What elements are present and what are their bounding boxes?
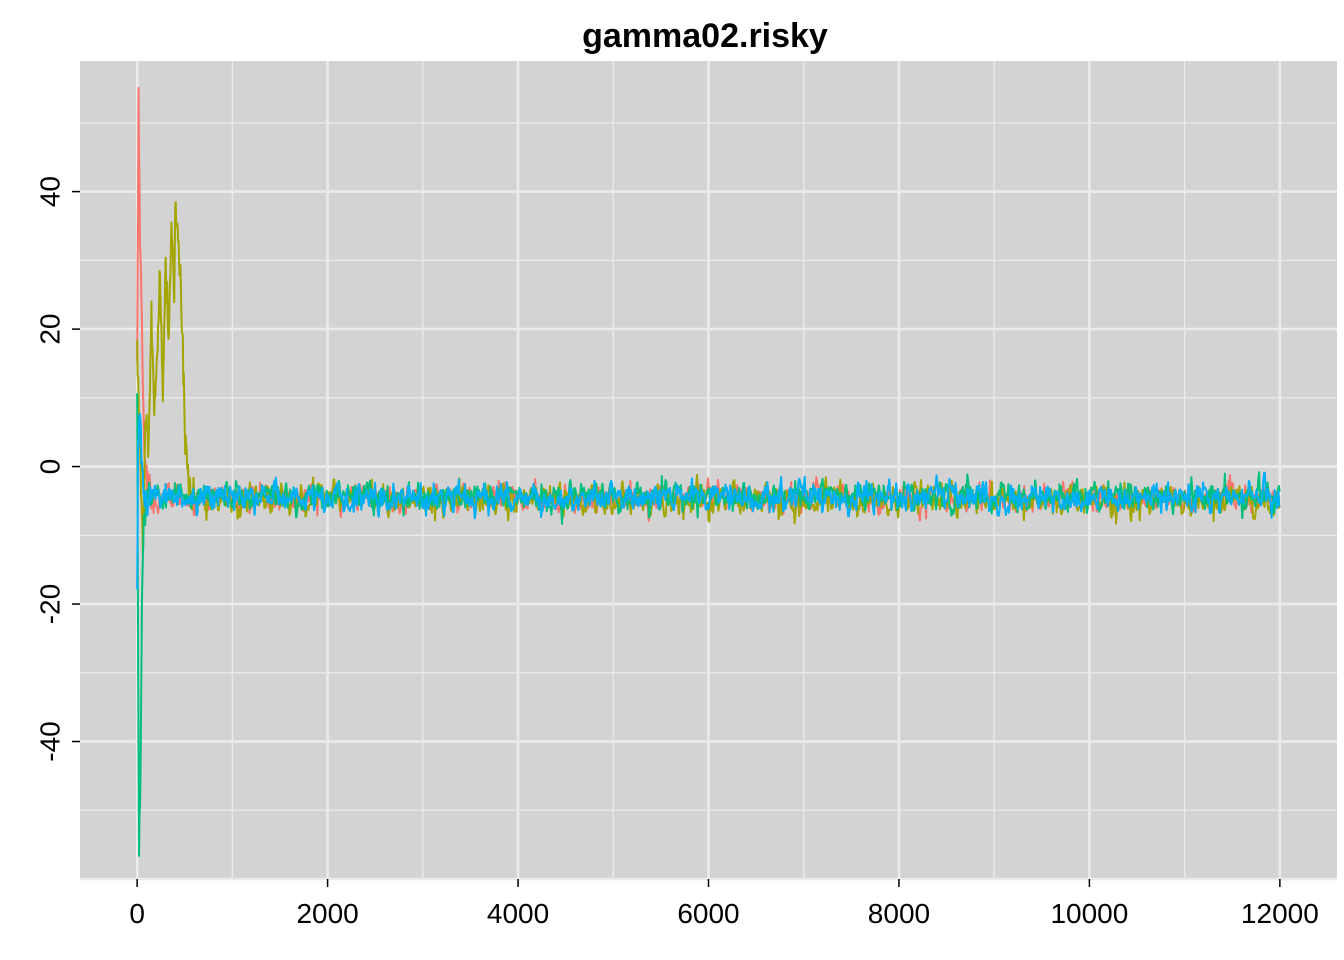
x-tick-label: 10000: [1050, 898, 1128, 929]
y-tick-label: 0: [35, 459, 66, 475]
chain-trace-4: [136, 413, 1281, 590]
x-tick-label: 12000: [1241, 898, 1319, 929]
series-layer: [136, 86, 1281, 857]
chart-title: gamma02.risky: [582, 17, 828, 55]
x-tick-label: 4000: [487, 898, 549, 929]
y-tick-label: -20: [35, 584, 66, 624]
grid: [80, 61, 1337, 881]
x-tick-label: 2000: [296, 898, 358, 929]
x-tick-label: 0: [129, 898, 145, 929]
x-tick-label: 6000: [677, 898, 739, 929]
y-tick-label: -40: [35, 721, 66, 761]
y-tick-label: 40: [35, 176, 66, 207]
axes: 0 2000 4000 6000 8000 10000 12000 -40 -20 0 20 40: [35, 176, 1319, 929]
y-tick-label: 20: [35, 314, 66, 345]
x-tick-label: 8000: [868, 898, 930, 929]
